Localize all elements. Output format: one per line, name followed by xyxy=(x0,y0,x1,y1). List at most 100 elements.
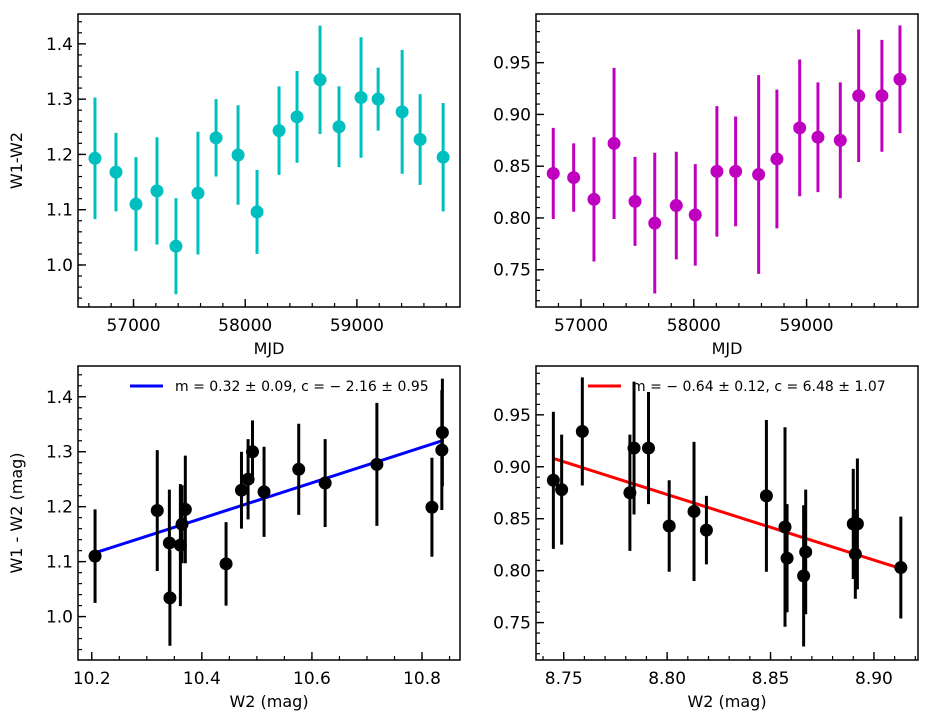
data-point xyxy=(169,239,183,253)
data-point xyxy=(627,441,641,455)
x-tick-label: 10.4 xyxy=(183,669,221,689)
data-point xyxy=(332,120,346,134)
data-point xyxy=(257,485,271,499)
x-tick-label: 8.90 xyxy=(855,669,893,689)
data-point xyxy=(778,520,792,534)
data-point xyxy=(850,517,864,531)
data-point xyxy=(607,136,621,150)
data-point xyxy=(435,443,449,457)
data-point xyxy=(852,89,866,103)
data-point xyxy=(648,216,662,230)
data-point xyxy=(848,547,862,561)
data-point xyxy=(129,197,143,211)
axes-frame xyxy=(535,365,919,661)
data-point xyxy=(245,445,259,459)
y-tick-label: 1.4 xyxy=(46,388,73,408)
data-point xyxy=(370,457,384,471)
y-tick-label: 1.2 xyxy=(46,498,73,518)
x-axis-label: MJD xyxy=(254,339,285,358)
data-point xyxy=(163,591,177,605)
legend-label: m = − 0.64 ± 0.12, c = 6.48 ± 1.07 xyxy=(632,379,886,395)
x-axis-label: W2 (mag) xyxy=(229,692,308,711)
y-tick-label: 0.80 xyxy=(493,209,531,229)
data-point xyxy=(759,489,773,503)
subplot-2: 57000 58000 59000 0.75 0.80 0.85 0.90 0.95 MJD xyxy=(493,13,919,358)
y-tick-label: 0.75 xyxy=(493,261,531,281)
x-tick-label: 58000 xyxy=(667,316,721,336)
data-point xyxy=(833,133,847,147)
x-tick-label: 59000 xyxy=(330,316,384,336)
y-tick-label: 0.95 xyxy=(493,54,531,74)
data-point xyxy=(546,166,560,180)
data-point xyxy=(436,150,450,164)
y-tick-label: 1.2 xyxy=(46,145,73,165)
data-point xyxy=(546,473,560,487)
data-point xyxy=(250,205,264,219)
data-point xyxy=(662,519,676,533)
data-point xyxy=(292,462,306,476)
data-point xyxy=(318,476,332,490)
data-point xyxy=(88,549,102,563)
data-point xyxy=(770,152,784,166)
x-tick-label: 58000 xyxy=(218,316,272,336)
data-point xyxy=(150,504,164,518)
x-axis-label: MJD xyxy=(712,339,743,358)
data-point xyxy=(729,164,743,178)
data-point xyxy=(313,73,327,87)
y-tick-label: 0.85 xyxy=(493,510,531,530)
x-tick-label: 8.85 xyxy=(752,669,790,689)
data-point xyxy=(425,500,439,514)
y-tick-label: 1.3 xyxy=(46,443,73,463)
data-point xyxy=(162,536,176,550)
x-axis-label: W2 (mag) xyxy=(687,692,766,711)
y-tick-label: 0.90 xyxy=(493,458,531,478)
subplot-4: 8.75 8.80 8.85 8.90 0.75 0.80 0.85 0.90 0.95 W2 (… xyxy=(493,365,919,711)
x-tick-label: 57000 xyxy=(554,316,608,336)
data-point xyxy=(642,441,656,455)
data-point xyxy=(413,132,427,146)
data-point xyxy=(191,186,205,200)
y-tick-label: 0.80 xyxy=(493,562,531,582)
data-point xyxy=(587,192,601,206)
x-tick-label: 10.2 xyxy=(73,669,111,689)
y-tick-label: 1.3 xyxy=(46,90,73,110)
axes-frame xyxy=(77,365,461,661)
y-tick-label: 1.1 xyxy=(46,201,73,221)
data-point xyxy=(699,523,713,537)
data-point xyxy=(272,124,286,138)
data-point xyxy=(575,424,589,438)
y-tick-label: 1.1 xyxy=(46,553,73,573)
subplot-1: 57000 58000 59000 1.0 1.1 1.2 1.3 1.4 MJD W1-W2 xyxy=(7,13,461,358)
data-point xyxy=(109,165,123,179)
data-point xyxy=(234,483,248,497)
data-point xyxy=(893,72,907,86)
data-point xyxy=(178,502,192,516)
y-axis-label: W1 - W2 (mag) xyxy=(7,452,26,573)
fit-line xyxy=(94,439,443,555)
data-point xyxy=(555,483,569,497)
data-point xyxy=(173,538,187,552)
data-point xyxy=(687,504,701,518)
data-point xyxy=(395,105,409,119)
x-tick-label: 57000 xyxy=(106,316,160,336)
y-axis-label: W1-W2 xyxy=(7,132,26,189)
data-point xyxy=(219,557,233,571)
data-point xyxy=(752,167,766,181)
y-tick-label: 0.85 xyxy=(493,157,531,177)
data-point xyxy=(628,194,642,208)
data-point xyxy=(290,110,304,124)
x-tick-label: 8.75 xyxy=(545,669,583,689)
data-point xyxy=(799,545,813,559)
data-point xyxy=(231,148,245,162)
data-point xyxy=(688,208,702,222)
data-point xyxy=(354,90,368,104)
data-point xyxy=(88,151,102,165)
legend-label: m = 0.32 ± 0.09, c = − 2.16 ± 0.95 xyxy=(175,379,429,395)
data-point xyxy=(811,130,825,144)
data-point xyxy=(894,561,908,575)
x-tick-label: 8.80 xyxy=(648,669,686,689)
y-tick-label: 0.75 xyxy=(493,614,531,634)
data-point xyxy=(567,171,581,185)
data-point xyxy=(793,121,807,135)
